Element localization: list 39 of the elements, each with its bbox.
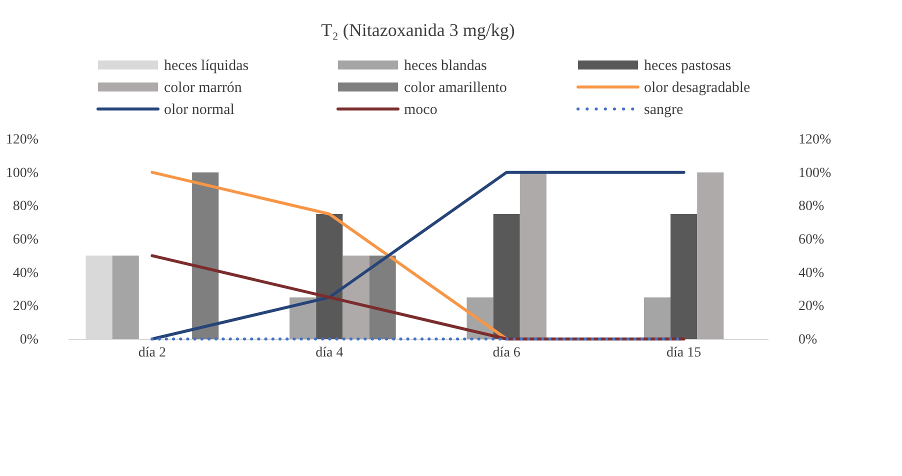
x-tick-label: día 4 [316, 346, 344, 360]
legend-label: color marrón [164, 80, 242, 96]
y-tick-label: 0% [20, 332, 39, 348]
legend-label: moco [404, 102, 438, 118]
bar [493, 214, 520, 339]
legend-label: sangre [644, 102, 684, 118]
bar [697, 172, 724, 339]
legend-label: olor desagradable [644, 80, 751, 96]
bar [670, 214, 698, 339]
y-tick-label: 40% [12, 266, 39, 281]
y-tick-label: 20% [12, 299, 39, 314]
chart-title: T₂ (Nitazoxanida 3 mg/kg) [321, 20, 515, 40]
x-tick-label: día 6 [492, 346, 520, 360]
y2-tick-label: 60% [798, 232, 824, 248]
y-tick-label: 80% [12, 199, 39, 214]
bar [192, 172, 219, 339]
bar [316, 214, 343, 339]
legend-label: heces blandas [404, 58, 488, 74]
bar [644, 297, 671, 339]
y2-tick-label: 40% [798, 266, 824, 281]
y-tick-label: 100% [6, 166, 39, 181]
y2-tick-label: 120% [798, 132, 832, 148]
bar [369, 256, 396, 339]
x-tick-label: día 15 [666, 346, 702, 360]
y-tick-label: 120% [6, 132, 39, 148]
y2-tick-label: 0% [798, 332, 818, 348]
bar [290, 297, 316, 339]
legend-label: heces pastosas [644, 58, 732, 74]
legend-label: olor normal [164, 102, 234, 118]
bar [112, 256, 139, 339]
bar [520, 172, 546, 339]
y2-tick-label: 20% [798, 299, 824, 314]
legend-label: heces líquidas [164, 58, 249, 74]
y-tick-label: 60% [12, 232, 39, 248]
legend-label: color amarillento [404, 80, 507, 96]
bar [342, 256, 370, 339]
x-tick-label: día 2 [138, 346, 166, 360]
y2-tick-label: 100% [798, 166, 832, 181]
y2-tick-label: 80% [798, 199, 824, 214]
